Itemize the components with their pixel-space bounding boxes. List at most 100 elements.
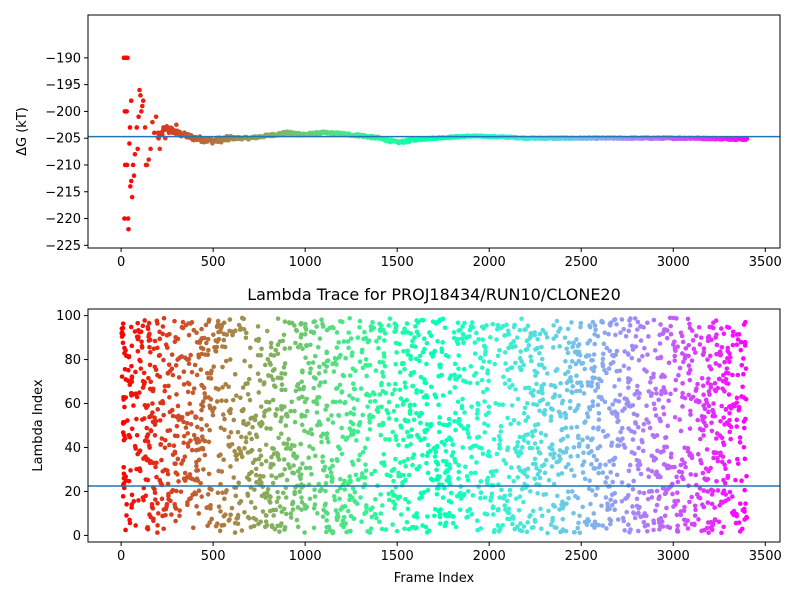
- lambda-point: [678, 512, 684, 518]
- lambda-point: [334, 457, 340, 462]
- lambda-point: [152, 364, 158, 370]
- lambda-point: [203, 394, 208, 400]
- lambda-point: [567, 405, 573, 411]
- lambda-point: [734, 342, 740, 347]
- lambda-point: [282, 524, 288, 530]
- lambda-point: [343, 355, 348, 361]
- lambda-point: [735, 461, 741, 467]
- lambda-point: [277, 339, 283, 344]
- lambda-point: [400, 402, 406, 407]
- lambda-point: [626, 385, 631, 390]
- lambda-point: [472, 351, 478, 356]
- lambda-point: [246, 515, 252, 521]
- lambda-point: [472, 340, 478, 345]
- lambda-point: [313, 398, 319, 404]
- lambda-point: [263, 458, 269, 464]
- lambda-point: [357, 420, 363, 425]
- lambda-point: [238, 395, 243, 401]
- lambda-point: [651, 317, 657, 323]
- lambda-point: [450, 520, 456, 526]
- lambda-point: [359, 474, 365, 480]
- lambda-point: [635, 327, 640, 332]
- lambda-point: [189, 320, 195, 325]
- lambda-point: [649, 375, 654, 381]
- y-tick-label: 80: [64, 353, 81, 368]
- lambda-point: [199, 407, 204, 413]
- lambda-point: [461, 492, 467, 497]
- lambda-point: [664, 444, 670, 450]
- lambda-point: [288, 515, 294, 520]
- lambda-point: [408, 442, 413, 447]
- lambda-point: [485, 481, 490, 487]
- lambda-point: [428, 476, 434, 482]
- lambda-point: [306, 455, 311, 461]
- lambda-point: [559, 471, 565, 476]
- lambda-point: [295, 524, 301, 530]
- lambda-point: [634, 503, 640, 509]
- lambda-point: [241, 418, 246, 424]
- lambda-point: [636, 510, 641, 516]
- lambda-point: [369, 514, 375, 520]
- lambda-point: [529, 525, 535, 531]
- lambda-point: [486, 378, 491, 384]
- lambda-point: [723, 466, 728, 472]
- lambda-point: [634, 496, 640, 502]
- lambda-point: [135, 349, 141, 354]
- lambda-point: [707, 324, 712, 330]
- y-tick-label: −210: [45, 158, 81, 173]
- lambda-point: [721, 524, 726, 530]
- lambda-point: [397, 494, 403, 500]
- lambda-point: [408, 433, 414, 439]
- lambda-point: [281, 457, 287, 462]
- lambda-point: [256, 338, 261, 343]
- lambda-point: [206, 439, 212, 445]
- lambda-point: [252, 505, 258, 511]
- lambda-point: [194, 468, 199, 473]
- lambda-point: [270, 397, 276, 403]
- lambda-point: [188, 352, 193, 358]
- lambda-point: [141, 485, 147, 491]
- lambda-point: [157, 329, 162, 335]
- lambda-point: [299, 320, 304, 326]
- dg-point: [132, 151, 138, 157]
- lambda-point: [185, 431, 191, 436]
- lambda-point: [557, 326, 563, 331]
- lambda-point: [380, 422, 386, 428]
- lambda-point: [671, 315, 676, 321]
- lambda-point: [580, 470, 586, 475]
- lambda-point: [189, 447, 195, 453]
- lambda-point: [456, 463, 461, 468]
- lambda-point: [651, 458, 657, 463]
- lambda-point: [566, 461, 571, 467]
- lambda-point: [682, 353, 688, 358]
- lambda-point: [435, 338, 440, 344]
- lambda-point: [503, 507, 508, 512]
- lambda-point: [408, 372, 413, 378]
- lambda-point: [295, 381, 301, 387]
- lambda-point: [387, 316, 393, 321]
- lambda-point: [162, 467, 168, 473]
- lambda-point: [398, 460, 403, 465]
- lambda-point: [387, 437, 392, 442]
- lambda-point: [198, 416, 204, 422]
- lambda-point: [518, 449, 523, 454]
- lambda-point: [534, 465, 539, 471]
- lambda-point: [122, 404, 127, 410]
- lambda-point: [733, 477, 738, 483]
- lambda-point: [668, 323, 673, 329]
- lambda-point: [435, 462, 441, 467]
- lambda-point: [591, 352, 597, 357]
- lambda-point: [413, 324, 418, 329]
- dg-y-ticks: −190−195−200−205−210−215−220−225: [45, 51, 88, 254]
- lambda-point: [718, 499, 724, 505]
- lambda-point: [349, 459, 355, 465]
- lambda-point: [588, 437, 594, 443]
- lambda-point: [582, 420, 587, 425]
- lambda-point: [592, 525, 597, 530]
- lambda-point: [520, 434, 526, 440]
- lambda-point: [524, 529, 530, 535]
- lambda-point: [695, 417, 701, 423]
- lambda-point: [133, 446, 138, 451]
- lambda-point: [591, 466, 597, 471]
